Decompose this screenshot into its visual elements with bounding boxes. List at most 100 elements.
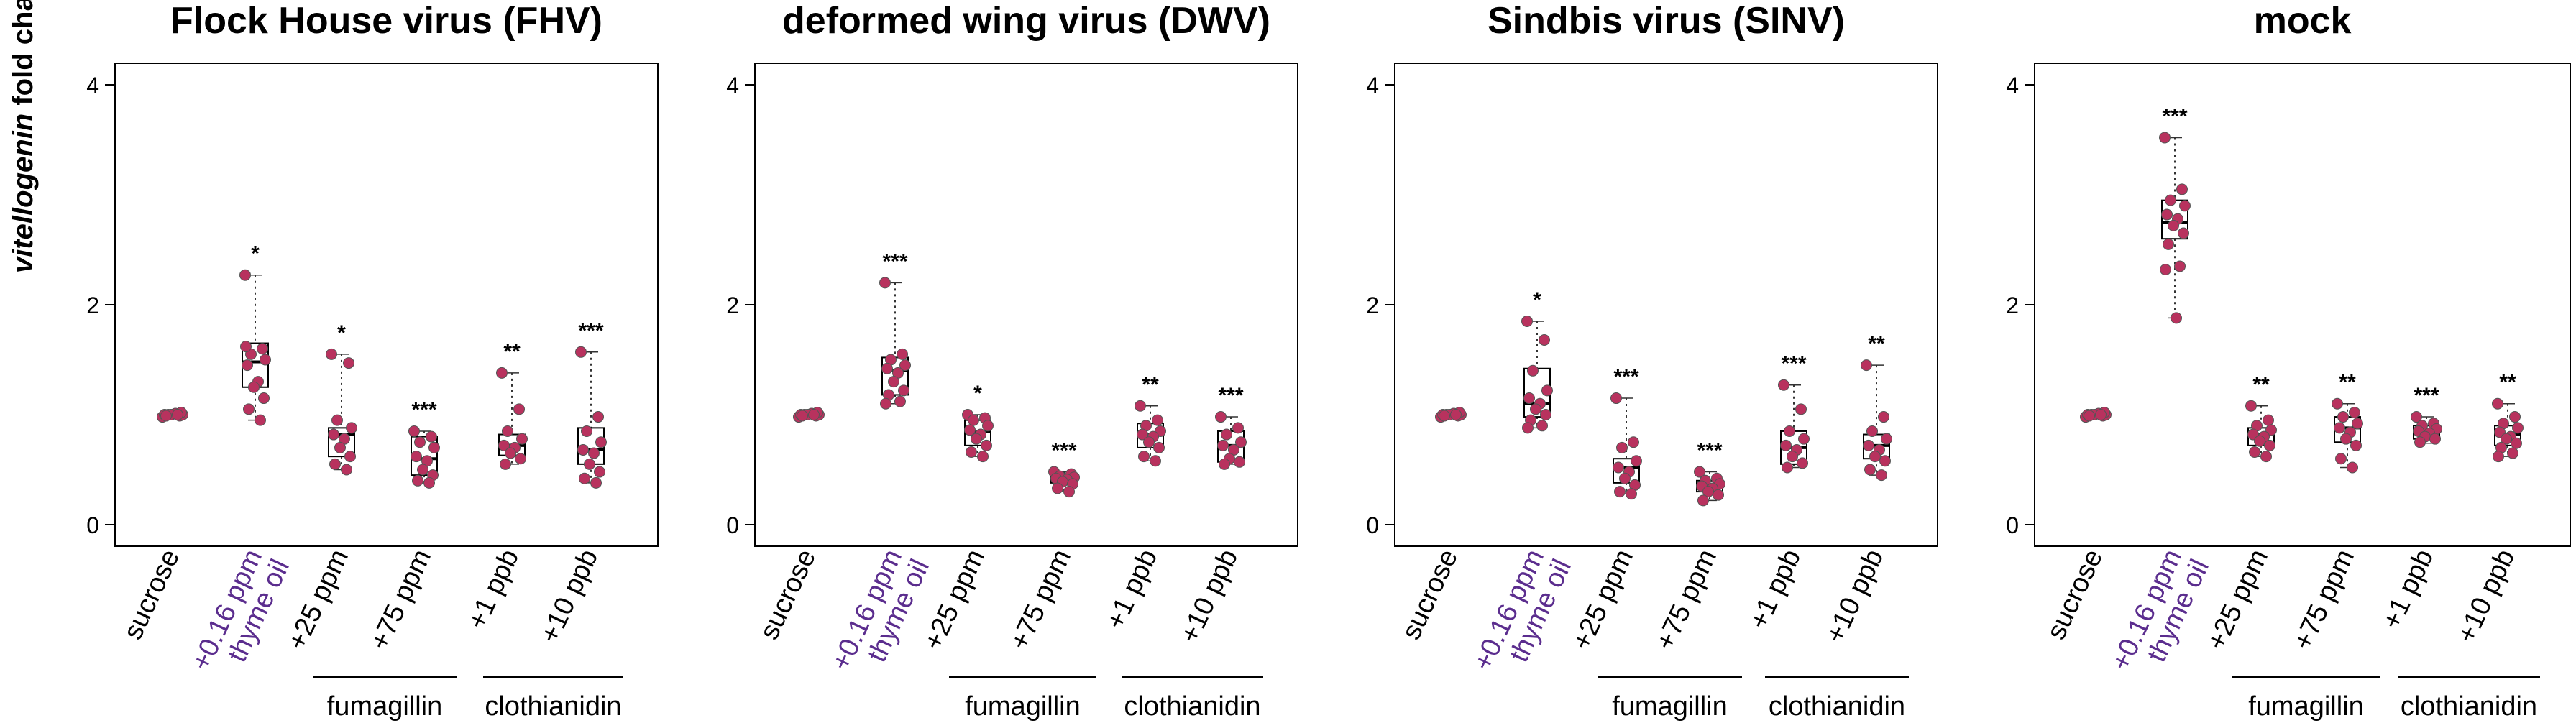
data-point — [2168, 219, 2179, 231]
data-point — [260, 354, 271, 366]
data-point — [1787, 451, 1798, 463]
data-point — [898, 384, 909, 397]
data-point — [1219, 458, 1230, 470]
group-label-fumagillin: fumagillin — [965, 691, 1081, 722]
data-point — [1536, 420, 1548, 432]
data-point — [2265, 424, 2277, 436]
category-1: sucrose — [754, 406, 825, 644]
data-point — [1522, 422, 1534, 434]
data-point — [1152, 414, 1163, 426]
category-3: * +25 ppm — [282, 321, 357, 655]
data-point — [1795, 403, 1807, 415]
data-point — [2161, 208, 2173, 221]
data-point — [2174, 260, 2186, 272]
y-tick-label: 0 — [86, 512, 99, 538]
data-point — [590, 476, 602, 489]
data-point — [2260, 451, 2272, 463]
data-point — [2429, 433, 2441, 445]
category-5: ** +1 ppb — [462, 340, 528, 634]
data-point — [1135, 400, 1146, 412]
data-point — [2335, 453, 2347, 465]
group-label-fumagillin: fumagillin — [1612, 691, 1728, 722]
data-point — [2350, 439, 2362, 451]
data-point — [2254, 435, 2265, 447]
data-point — [2492, 397, 2503, 410]
category-label: +1 ppb — [462, 545, 526, 634]
category-label: +10 ppb — [535, 545, 605, 648]
data-point — [1221, 428, 1232, 441]
data-point — [2349, 406, 2360, 418]
data-point — [172, 409, 183, 420]
significance-label: *** — [2414, 384, 2439, 407]
data-point — [334, 441, 346, 453]
plot-frame — [2034, 63, 2571, 547]
data-point — [414, 436, 426, 448]
category-6: *** +10 ppb — [1175, 384, 1247, 648]
group-label-fumagillin: fumagillin — [327, 691, 443, 722]
data-point — [243, 403, 255, 415]
panel-title: Sindbis virus (SINV) — [1488, 0, 1845, 42]
data-point — [1541, 384, 1553, 397]
significance-label: ** — [503, 340, 521, 364]
y-tick-label: 2 — [726, 293, 739, 318]
group-label-clothianidin: clothianidin — [2401, 691, 2537, 722]
data-point — [879, 277, 891, 289]
data-point — [2245, 400, 2257, 412]
group-label-clothianidin: clothianidin — [1124, 691, 1260, 722]
category-label: sucrose — [754, 545, 822, 644]
data-point — [1523, 392, 1535, 405]
significance-label: *** — [411, 398, 436, 422]
plot-frame — [1394, 63, 1938, 547]
y-tick-label: 0 — [726, 512, 739, 538]
significance-label: *** — [578, 319, 603, 343]
significance-label: * — [1533, 288, 1541, 312]
data-point — [1631, 455, 1642, 467]
data-point — [977, 451, 989, 463]
category-label: +25 ppm — [918, 545, 991, 655]
plot-frame — [114, 63, 659, 547]
category-label: +1 ppb — [1101, 545, 1164, 634]
data-point — [1694, 466, 1705, 478]
data-point — [328, 428, 339, 441]
category-label: +10 ppb — [1820, 545, 1890, 648]
data-point — [2507, 447, 2518, 459]
category-4: ** +75 ppm — [2288, 371, 2363, 655]
y-tick-label: 0 — [1366, 512, 1379, 538]
data-point — [411, 451, 422, 463]
data-point — [1869, 451, 1881, 463]
category-5: *** +1 ppb — [1744, 352, 1810, 634]
category-label: +75 ppm — [365, 545, 437, 655]
data-point — [1778, 379, 1789, 391]
data-point — [502, 425, 513, 437]
category-label: +10 ppb — [2452, 545, 2521, 648]
y-tick-label: 4 — [86, 73, 99, 98]
data-point — [257, 343, 268, 355]
data-point — [2340, 433, 2352, 445]
data-point — [248, 381, 260, 393]
data-point — [1616, 441, 1628, 453]
data-point — [516, 433, 528, 445]
data-point — [496, 367, 508, 379]
category-5: *** +1 ppb — [2377, 384, 2442, 634]
data-point — [1861, 359, 1872, 372]
significance-label: *** — [2162, 104, 2187, 128]
panel-title: deformed wing virus (DWV) — [782, 0, 1270, 42]
data-point — [2264, 439, 2275, 451]
y-tick-label: 0 — [2006, 512, 2019, 538]
significance-label: * — [337, 321, 346, 345]
data-point — [1628, 436, 1639, 448]
data-point — [1797, 457, 1808, 469]
category-label: +1 ppb — [1744, 545, 1807, 634]
data-point — [1235, 436, 1247, 448]
data-point — [579, 472, 590, 484]
data-point — [595, 436, 607, 448]
data-point — [971, 433, 982, 445]
data-point — [344, 451, 356, 463]
data-point — [1863, 439, 1874, 451]
data-point — [881, 362, 893, 374]
data-point — [343, 357, 354, 369]
data-point — [1784, 425, 1795, 437]
category-6: *** +10 ppb — [535, 319, 607, 648]
data-point — [2501, 433, 2512, 445]
data-point — [326, 348, 337, 360]
